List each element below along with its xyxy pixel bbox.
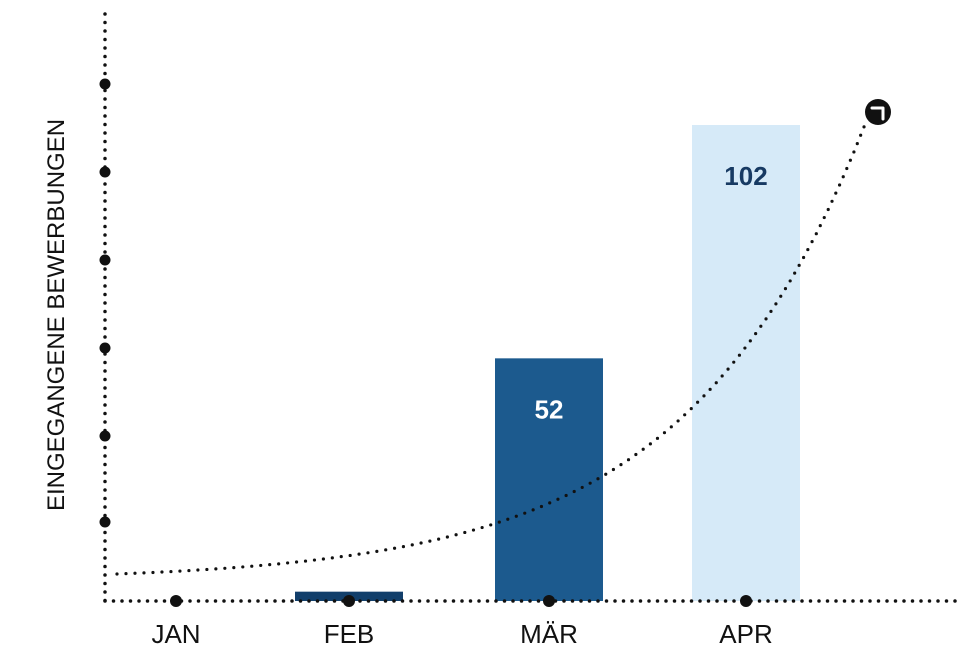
x-tick-dot-jan — [170, 595, 182, 607]
bar-apr — [692, 125, 800, 601]
arrow-circle-icon — [865, 99, 891, 125]
y-tick-dot-3 — [100, 255, 111, 266]
y-axis-title: EINGEGANGENE BEWERBUNGEN — [43, 119, 70, 511]
y-tick-dot-4 — [100, 343, 111, 354]
x-tick-label-jan: JAN — [151, 619, 200, 649]
x-tick-dot-apr — [740, 595, 752, 607]
y-tick-dot-2 — [100, 167, 111, 178]
y-tick-dot-1 — [100, 79, 111, 90]
y-tick-dot-5 — [100, 431, 111, 442]
x-tick-dot-mär — [543, 595, 555, 607]
y-tick-dot-6 — [100, 517, 111, 528]
x-tick-dot-feb — [343, 595, 355, 607]
bars-layer — [295, 125, 800, 601]
x-tick-label-feb: FEB — [324, 619, 375, 649]
data-label-mär: 52 — [535, 394, 564, 424]
x-tick-label-apr: APR — [719, 619, 772, 649]
data-label-apr: 102 — [724, 161, 767, 191]
x-tick-label-mär: MÄR — [520, 619, 578, 649]
